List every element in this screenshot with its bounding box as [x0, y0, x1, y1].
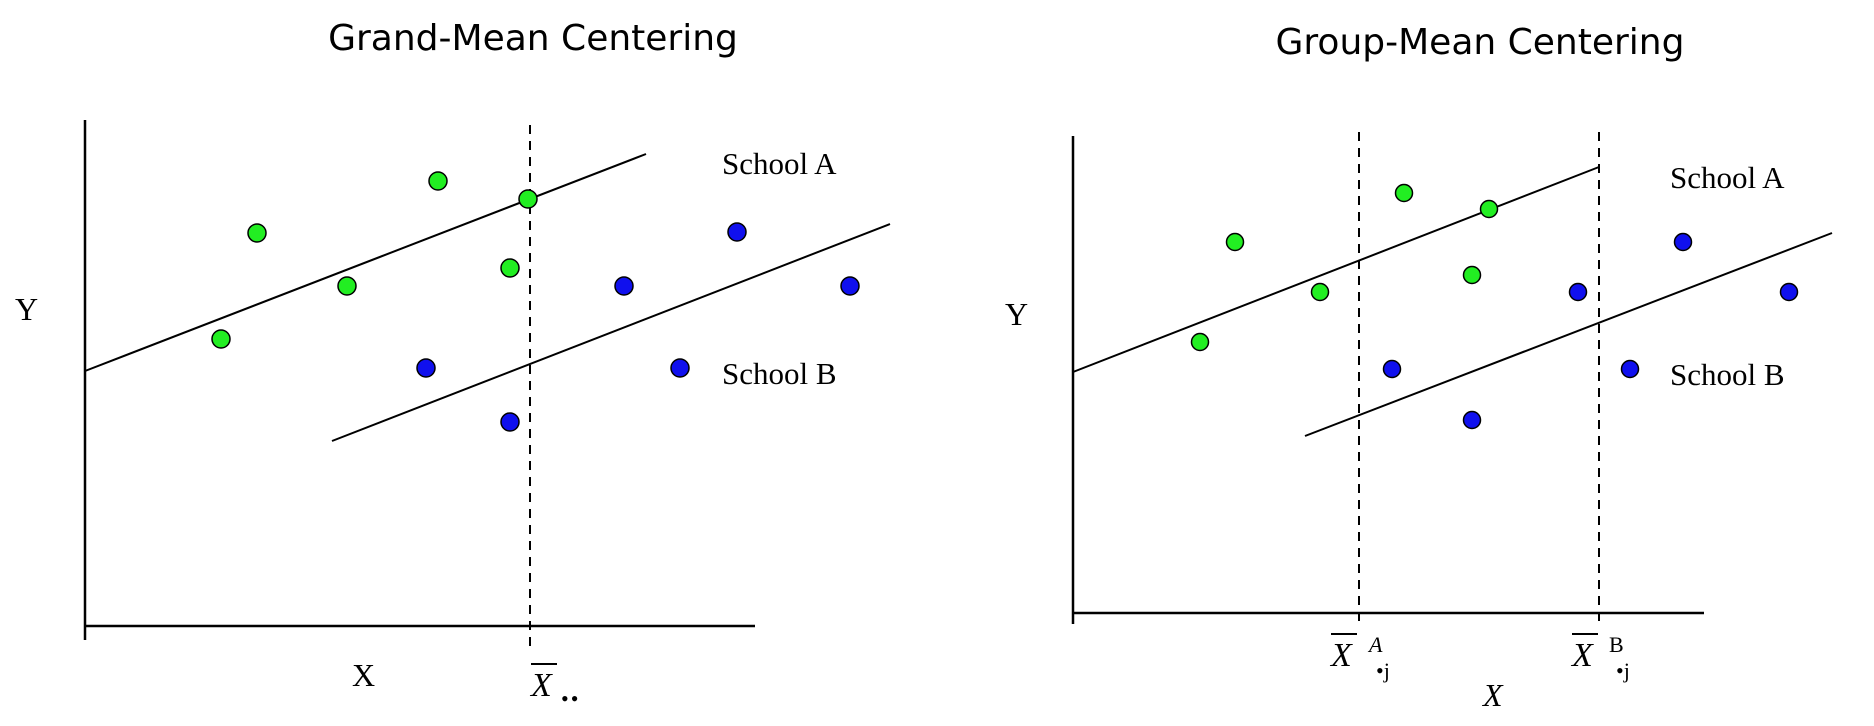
data-point — [1225, 232, 1245, 252]
school-b-label: School B — [722, 356, 837, 391]
data-point — [500, 258, 520, 278]
regression-line-school-a — [1072, 166, 1600, 373]
group-mean-label-a: X A •j — [1329, 632, 1390, 683]
panel-title: Group-Mean Centering — [1276, 22, 1685, 63]
data-point — [1479, 199, 1499, 219]
mean-symbol: X — [1329, 637, 1353, 674]
data-point — [1310, 282, 1330, 302]
data-point — [1382, 359, 1402, 379]
school-a-label: School A — [1670, 160, 1785, 195]
x-axis-label: X — [1481, 677, 1504, 713]
data-point — [1568, 282, 1588, 302]
school-b-points — [1382, 232, 1799, 430]
mean-symbol: X — [1570, 637, 1594, 674]
data-point — [1462, 410, 1482, 430]
panel-title: Grand-Mean Centering — [328, 18, 738, 59]
panel-group-mean: Group-Mean Centering School A School B Y — [1005, 22, 1833, 713]
panel-grand-mean: Grand-Mean Centering School A School B Y… — [15, 18, 891, 711]
group-mean-label-b: X B •j — [1570, 632, 1630, 683]
data-point — [1673, 232, 1693, 252]
data-point — [211, 329, 231, 349]
data-point — [500, 412, 520, 432]
school-a-points — [211, 171, 538, 349]
data-point — [1394, 183, 1414, 203]
regression-line-school-a — [84, 153, 647, 372]
mean-superscript: B — [1609, 632, 1624, 657]
data-point — [518, 189, 538, 209]
data-point — [614, 276, 634, 296]
school-b-points — [416, 222, 860, 432]
data-point — [1620, 359, 1640, 379]
data-point — [727, 222, 747, 242]
mean-superscript: A — [1367, 632, 1383, 657]
school-b-label: School B — [1670, 357, 1785, 392]
data-point — [428, 171, 448, 191]
data-point — [1779, 282, 1799, 302]
regression-line-school-b — [331, 223, 891, 442]
mean-subscript: •• — [561, 686, 580, 711]
data-point — [247, 223, 267, 243]
y-axis-label: Y — [15, 291, 38, 327]
school-a-label: School A — [722, 146, 837, 181]
mean-subscript: •j — [1376, 658, 1390, 683]
mean-subscript: •j — [1616, 658, 1630, 683]
mean-symbol: X — [529, 667, 553, 704]
data-point — [1462, 265, 1482, 285]
school-a-points — [1190, 183, 1499, 352]
data-point — [670, 358, 690, 378]
grand-mean-label: X •• — [529, 663, 580, 711]
data-point — [1190, 332, 1210, 352]
regression-line-school-b — [1304, 232, 1833, 437]
data-point — [337, 276, 357, 296]
data-point — [416, 358, 436, 378]
data-point — [840, 276, 860, 296]
y-axis-label: Y — [1005, 296, 1028, 332]
x-axis-label: X — [352, 657, 375, 693]
